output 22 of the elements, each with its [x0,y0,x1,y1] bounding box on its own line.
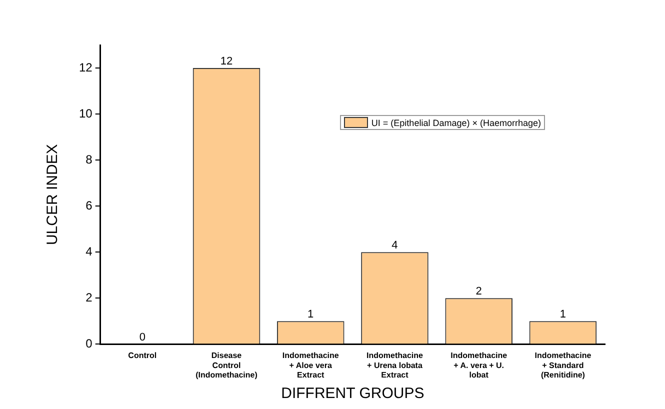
x-tick-label: Control [128,351,157,360]
y-tick-label: 6 [86,198,93,212]
x-axis-title: DIFFRENT GROUPS [281,385,424,402]
data-label: 1 [560,308,566,321]
data-label: 0 [139,332,146,344]
x-tick-label: Disease Control (Indomethacine) [196,351,258,380]
y-tick-label: 10 [78,106,93,120]
x-tick-label: Indomethacine + Aloe vera Extract [282,351,340,380]
y-tick-label: 2 [86,290,93,304]
data-label: 2 [476,286,482,298]
y-tick-label: 4 [86,244,93,258]
y-tick-label: 8 [86,152,93,166]
x-tick-label: Indomethacine + A. vera + U. lobat [450,351,508,380]
data-label: 4 [392,240,398,252]
y-tick-label: 0 [86,336,93,351]
data-label: 1 [308,308,314,321]
x-tick-label: Indomethacine + Standard (Renitidine) [534,351,592,380]
x-tick-label: Indomethacine + Urena lobata Extract [366,351,424,380]
y-tick-label: 12 [78,60,93,74]
y-axis-title: ULCER INDEX [44,144,62,246]
legend-label: UI = (Epithelial Damage) × (Haemorrhage) [371,118,541,128]
data-label: 12 [220,56,233,68]
